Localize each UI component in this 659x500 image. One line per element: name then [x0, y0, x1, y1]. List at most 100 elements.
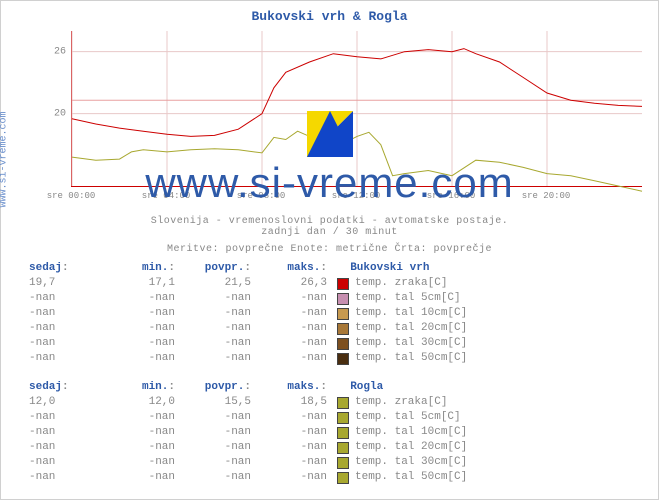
cell-min: 12,0	[105, 395, 181, 410]
y-tick-label: 20	[46, 108, 66, 119]
plot-region	[71, 31, 642, 187]
series-label: temp. zraka[C]	[355, 395, 447, 410]
cell-sedaj: -nan	[29, 425, 105, 440]
cell-maks: -nan	[257, 425, 333, 440]
cell-maks: -nan	[257, 351, 333, 366]
chart-captions: Slovenija - vremenoslovni podatki - avto…	[1, 216, 658, 255]
cell-sedaj: -nan	[29, 321, 105, 336]
table-row: -nan-nan-nan-nantemp. tal 10cm[C]	[29, 425, 603, 440]
cell-min: -nan	[105, 410, 181, 425]
x-tick-label: sre 08:00	[237, 191, 286, 201]
cell-povpr: -nan	[181, 321, 257, 336]
series-swatch	[337, 442, 349, 454]
cell-povpr: -nan	[181, 470, 257, 485]
series-swatch	[337, 427, 349, 439]
y-tick-label: 26	[46, 46, 66, 57]
table-row: -nan-nan-nan-nantemp. tal 10cm[C]	[29, 306, 603, 321]
cell-min: -nan	[105, 470, 181, 485]
cell-sedaj: -nan	[29, 410, 105, 425]
series-label: temp. tal 30cm[C]	[355, 455, 467, 470]
table-row: -nan-nan-nan-nantemp. tal 30cm[C]	[29, 336, 603, 351]
cell-min: 17,1	[105, 276, 181, 291]
col-header-maks: maks.:	[257, 380, 333, 395]
series-swatch	[337, 412, 349, 424]
series-swatch	[337, 457, 349, 469]
x-tick-label: sre 16:00	[427, 191, 476, 201]
block-name: Bukovski vrh	[333, 261, 429, 276]
x-tick-label: sre 04:00	[142, 191, 191, 201]
cell-povpr: -nan	[181, 410, 257, 425]
cell-maks: -nan	[257, 410, 333, 425]
series-swatch	[337, 293, 349, 305]
cell-min: -nan	[105, 306, 181, 321]
table-row: 19,717,121,526,3temp. zraka[C]	[29, 276, 603, 291]
cell-povpr: -nan	[181, 291, 257, 306]
series-label: temp. tal 50cm[C]	[355, 351, 467, 366]
cell-sedaj: -nan	[29, 291, 105, 306]
meta-line: Meritve: povprečne Enote: metrične Črta:…	[1, 244, 658, 255]
cell-povpr: -nan	[181, 455, 257, 470]
cell-povpr: 21,5	[181, 276, 257, 291]
chart-area: 20 26 sre 00:00 sre 04:00 sre 08:00 sre 12:0…	[41, 31, 641, 211]
cell-sedaj: 19,7	[29, 276, 105, 291]
col-header-min: min.:	[105, 380, 181, 395]
cell-povpr: -nan	[181, 440, 257, 455]
cell-sedaj: -nan	[29, 455, 105, 470]
series-label: temp. tal 20cm[C]	[355, 321, 467, 336]
series-label: temp. tal 50cm[C]	[355, 470, 467, 485]
cell-povpr: -nan	[181, 336, 257, 351]
series-swatch	[337, 323, 349, 335]
cell-povpr: -nan	[181, 306, 257, 321]
series-swatch	[337, 472, 349, 484]
series-swatch	[337, 353, 349, 365]
table-row: -nan-nan-nan-nantemp. tal 20cm[C]	[29, 321, 603, 336]
table-row: -nan-nan-nan-nantemp. tal 50cm[C]	[29, 351, 603, 366]
cell-sedaj: -nan	[29, 306, 105, 321]
cell-maks: 26,3	[257, 276, 333, 291]
col-header-sedaj: sedaj:	[29, 261, 105, 276]
series-label: temp. tal 20cm[C]	[355, 440, 467, 455]
series-label: temp. tal 5cm[C]	[355, 410, 461, 425]
chart-title: Bukovski vrh & Rogla	[1, 1, 658, 30]
table-row: -nan-nan-nan-nantemp. tal 5cm[C]	[29, 291, 603, 306]
cell-sedaj: -nan	[29, 440, 105, 455]
table-header-row: sedaj:min.:povpr.:maks.: Rogla	[29, 380, 603, 395]
series-label: temp. tal 30cm[C]	[355, 336, 467, 351]
chart-container: www.si-vreme.com Bukovski vrh & Rogla 20…	[0, 0, 659, 500]
table-row: 12,012,015,518,5temp. zraka[C]	[29, 395, 603, 410]
caption-line-2: zadnji dan / 30 minut	[1, 227, 658, 238]
series-label: temp. tal 10cm[C]	[355, 425, 467, 440]
cell-min: -nan	[105, 425, 181, 440]
cell-min: -nan	[105, 351, 181, 366]
series-swatch	[337, 338, 349, 350]
col-header-povpr: povpr.:	[181, 380, 257, 395]
cell-maks: 18,5	[257, 395, 333, 410]
line-chart-svg	[72, 31, 642, 186]
data-block: sedaj:min.:povpr.:maks.: Rogla12,012,015…	[29, 380, 603, 485]
series-swatch	[337, 308, 349, 320]
cell-maks: -nan	[257, 336, 333, 351]
table-row: -nan-nan-nan-nantemp. tal 20cm[C]	[29, 440, 603, 455]
cell-min: -nan	[105, 291, 181, 306]
caption-line-1: Slovenija - vremenoslovni podatki - avto…	[1, 216, 658, 227]
col-header-min: min.:	[105, 261, 181, 276]
cell-sedaj: 12,0	[29, 395, 105, 410]
cell-sedaj: -nan	[29, 351, 105, 366]
data-tables: sedaj:min.:povpr.:maks.: Bukovski vrh19,…	[29, 261, 603, 499]
cell-min: -nan	[105, 336, 181, 351]
table-header-row: sedaj:min.:povpr.:maks.: Bukovski vrh	[29, 261, 603, 276]
col-header-povpr: povpr.:	[181, 261, 257, 276]
cell-povpr: -nan	[181, 351, 257, 366]
x-tick-label: sre 12:00	[332, 191, 381, 201]
table-row: -nan-nan-nan-nantemp. tal 5cm[C]	[29, 410, 603, 425]
series-swatch	[337, 397, 349, 409]
table-row: -nan-nan-nan-nantemp. tal 50cm[C]	[29, 470, 603, 485]
col-header-sedaj: sedaj:	[29, 380, 105, 395]
cell-maks: -nan	[257, 455, 333, 470]
table-row: -nan-nan-nan-nantemp. tal 30cm[C]	[29, 455, 603, 470]
series-label: temp. tal 10cm[C]	[355, 306, 467, 321]
cell-sedaj: -nan	[29, 470, 105, 485]
series-label: temp. tal 5cm[C]	[355, 291, 461, 306]
series-swatch	[337, 278, 349, 290]
x-tick-label: sre 00:00	[47, 191, 96, 201]
